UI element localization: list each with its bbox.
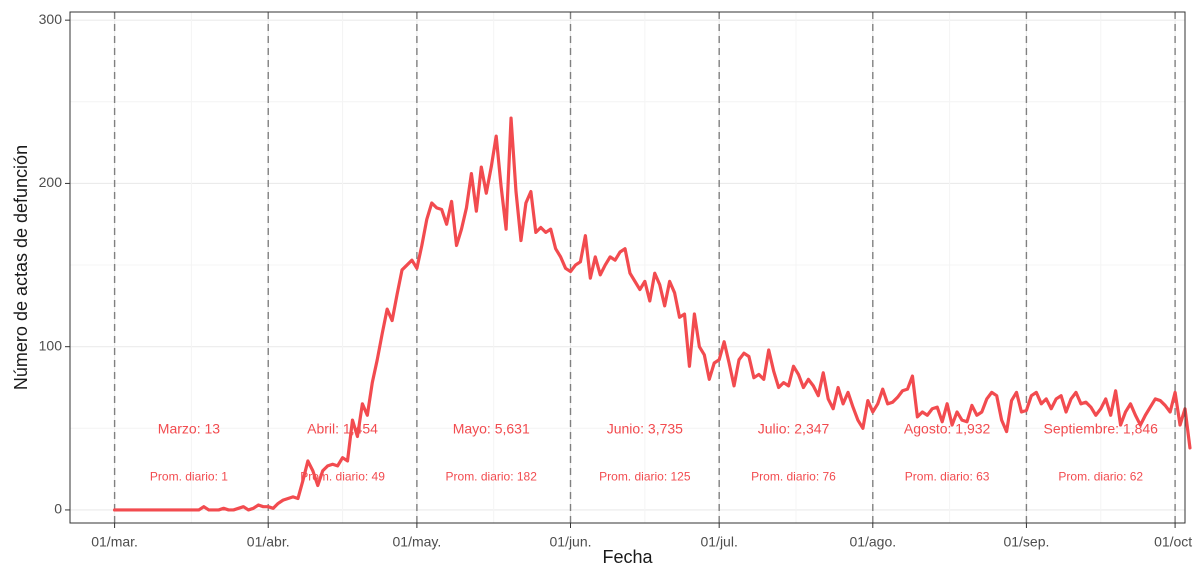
month-total-label: Abril: 1,454 xyxy=(307,421,378,437)
x-tick-label: 01/jul. xyxy=(700,534,737,550)
month-average-label: Prom. diario: 125 xyxy=(599,469,691,483)
x-tick-label: 01/oct. xyxy=(1154,534,1193,550)
month-total-label: Mayo: 5,631 xyxy=(453,421,530,437)
month-average-label: Prom. diario: 62 xyxy=(1058,469,1143,483)
y-tick-label: 100 xyxy=(39,337,63,353)
x-tick-label: 01/ago. xyxy=(849,534,896,550)
x-tick-label: 01/abr. xyxy=(247,534,290,550)
y-tick-label: 200 xyxy=(39,174,63,190)
x-tick-label: 01/sep. xyxy=(1003,534,1049,550)
y-tick-label: 300 xyxy=(39,11,63,27)
y-axis-title: Número de actas de defunción xyxy=(11,145,31,390)
x-tick-label: 01/mar. xyxy=(91,534,138,550)
series-line xyxy=(112,116,1192,512)
y-tick-label: 0 xyxy=(54,501,62,517)
panel-border xyxy=(69,11,1186,524)
x-axis-title: Fecha xyxy=(602,547,653,567)
month-total-label: Marzo: 13 xyxy=(158,421,220,437)
month-average-label: Prom. diario: 63 xyxy=(905,469,990,483)
month-total-label: Septiembre: 1,846 xyxy=(1044,421,1159,437)
month-total-label: Julio: 2,347 xyxy=(758,421,830,437)
month-average-label: Prom. diario: 182 xyxy=(446,469,538,483)
x-tick-label: 01/may. xyxy=(393,534,442,550)
series-points xyxy=(115,118,1190,510)
axes: 0 100 200 300 01/mar. 01/abr. 01/may. 01/jun. 01… xyxy=(39,11,1193,550)
month-average-label: Prom. diario: 76 xyxy=(751,469,836,483)
month-total-label: Agosto: 1,932 xyxy=(904,421,991,437)
month-average-label: Prom. diario: 1 xyxy=(150,469,228,483)
month-total-label: Junio: 3,735 xyxy=(607,421,683,437)
month-annotations: Marzo: 13 Prom. diario: 1 Abril: 1,454 Prom… xyxy=(150,421,1158,484)
series-group xyxy=(112,116,1192,512)
x-tick-label: 01/jun. xyxy=(549,534,591,550)
